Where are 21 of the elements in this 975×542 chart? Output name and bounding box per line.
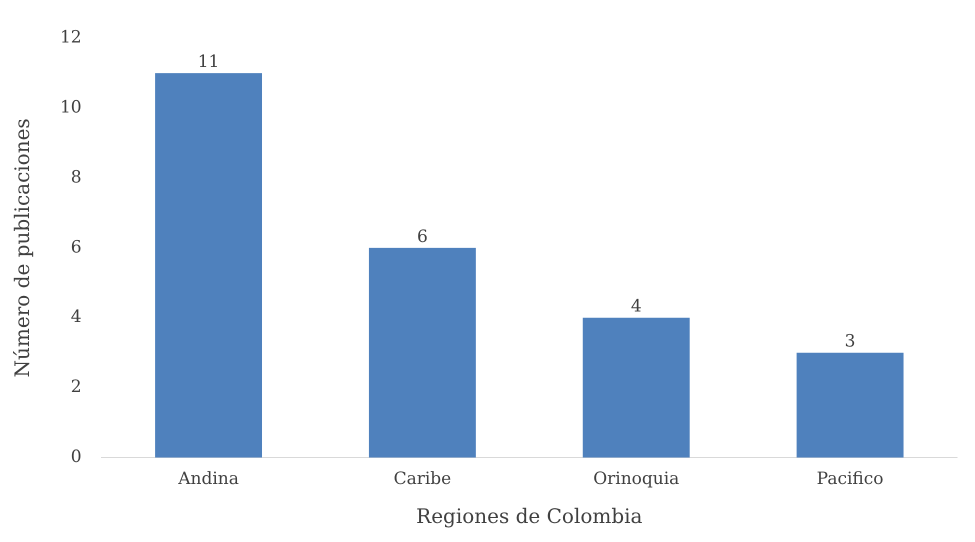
y-axis-title: Número de publicaciones [10, 118, 34, 378]
data-label: 4 [630, 296, 642, 317]
data-label: 11 [198, 52, 220, 72]
x-tick-label: Andina [177, 469, 239, 490]
y-tick-label: 8 [70, 167, 82, 188]
y-tick-label: 12 [60, 28, 82, 48]
y-tick-label: 4 [70, 307, 82, 328]
x-tick-label: Pacifico [816, 469, 884, 490]
x-axis-title: Regiones de Colombia [416, 504, 643, 528]
y-tick-label: 6 [70, 237, 82, 258]
bar [582, 318, 690, 458]
bar [796, 352, 904, 458]
data-label: 6 [416, 226, 428, 247]
y-tick-label: 10 [60, 98, 82, 118]
y-tick-label: 2 [70, 377, 82, 398]
data-label: 3 [844, 332, 856, 352]
x-tick-label: Caribe [394, 469, 452, 490]
x-tick-label: Orinoquia [593, 469, 680, 490]
bar [155, 73, 262, 458]
y-tick-label: 0 [70, 447, 82, 468]
bar [368, 248, 476, 458]
